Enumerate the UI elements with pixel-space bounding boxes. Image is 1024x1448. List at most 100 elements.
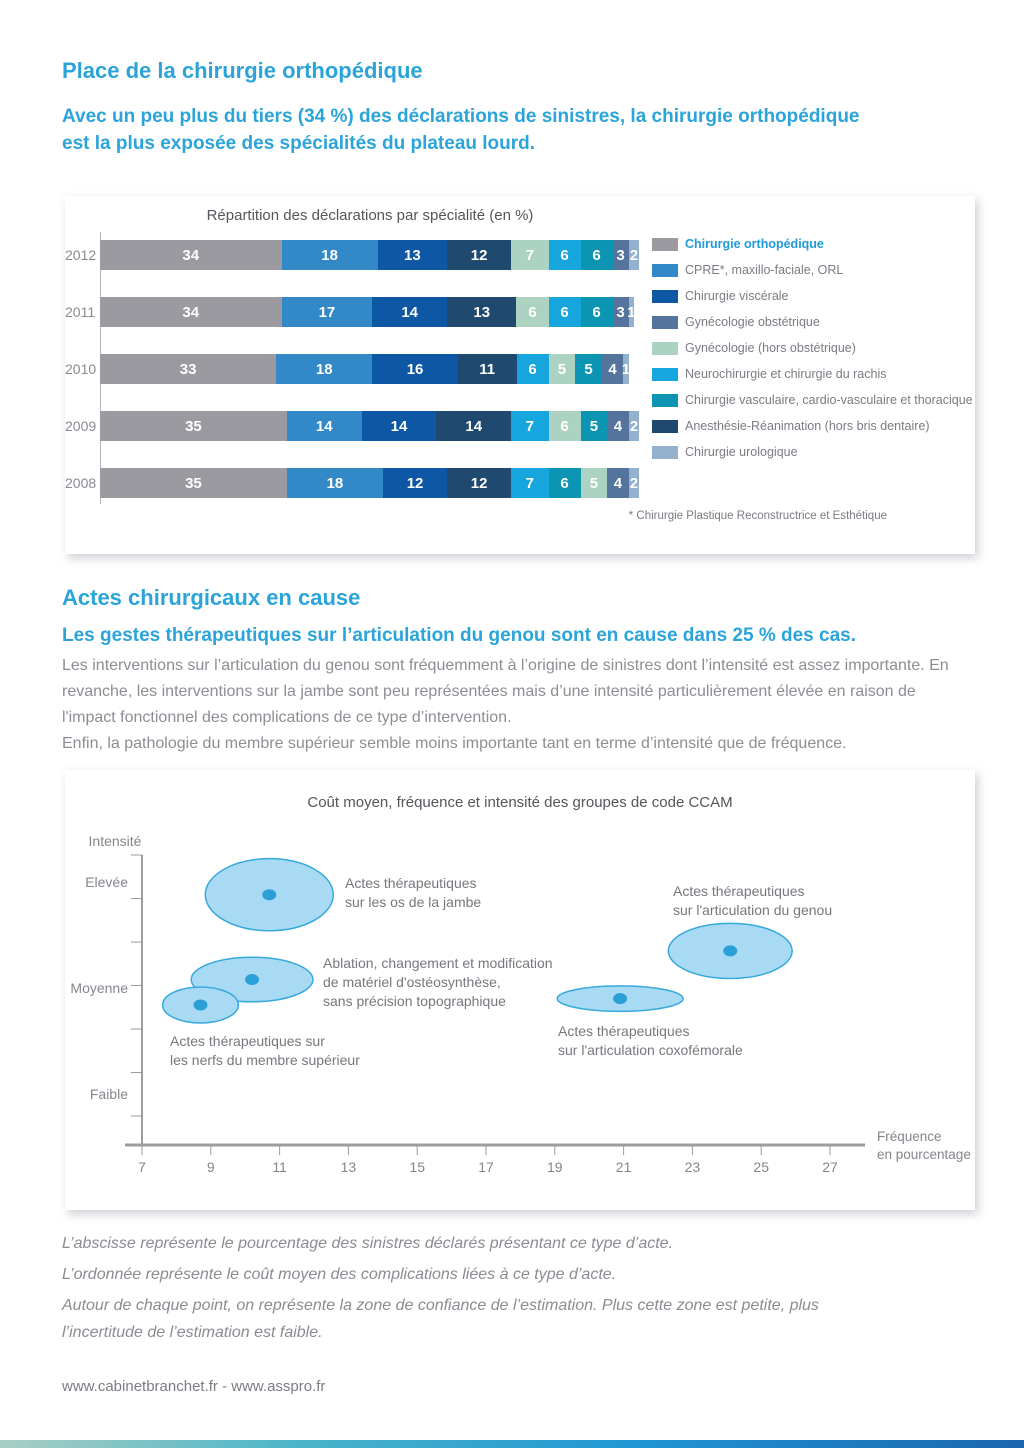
legend-label: Neurochirurgie et chirurgie du rachis bbox=[685, 367, 887, 381]
bar-track: 33 18 16 11 6 5 5 4 1 bbox=[100, 354, 630, 384]
legend-label: Gynécologie (hors obstétrique) bbox=[685, 341, 856, 355]
bar-segment-orthopedique: 35 bbox=[100, 411, 287, 441]
x-tick-label: 25 bbox=[753, 1159, 769, 1175]
bubble-label-os-jambe: Actes thérapeutiques sur les os de la jam… bbox=[345, 875, 481, 910]
x-tick-label: 11 bbox=[272, 1159, 287, 1175]
bar-year-label: 2012 bbox=[65, 247, 97, 263]
bar-track: 35 14 14 14 7 6 5 4 2 bbox=[100, 411, 640, 441]
bar-segment-viscerale: 14 bbox=[361, 411, 437, 441]
legend-label: Chirurgie vasculaire, cardio-vasculaire … bbox=[685, 393, 973, 407]
bar-year-label: 2009 bbox=[65, 418, 97, 434]
note-ordonnee: L’ordonnée représente le coût moyen des … bbox=[62, 1266, 617, 1283]
x-tick-label: 23 bbox=[685, 1159, 701, 1175]
bar-segment-vasculaire: 6 bbox=[580, 297, 613, 327]
bar-row-2011: 2011 34 17 14 13 6 6 6 3 1 bbox=[65, 297, 975, 327]
legend-label: CPRE*, maxillo-faciale, ORL bbox=[685, 263, 844, 277]
bar-segment-viscerale: 14 bbox=[372, 297, 448, 327]
intensity-axis-label: Intensité bbox=[89, 833, 142, 849]
bar-segment-anesthesie: 12 bbox=[447, 468, 512, 498]
bar-chart-title: Répartition des déclarations par spécial… bbox=[206, 207, 534, 224]
legend-label: Chirurgie viscérale bbox=[685, 289, 789, 303]
x-tick-label: 19 bbox=[547, 1159, 563, 1175]
bar-segment-gyneco_obstetrique: 3 bbox=[612, 240, 629, 270]
bar-segment-orthopedique: 35 bbox=[100, 468, 287, 498]
bar-segment-gyneco_obstetrique: 4 bbox=[607, 411, 629, 441]
bar-segment-urologique: 2 bbox=[628, 411, 640, 441]
section1-subtitle: Avec un peu plus du tiers (34 %) des déc… bbox=[62, 106, 860, 154]
bar-segment-vasculaire: 5 bbox=[575, 354, 602, 384]
x-tick-label: 17 bbox=[478, 1159, 494, 1175]
x-tick-label: 13 bbox=[341, 1159, 357, 1175]
frequency-axis-label: Fréquence bbox=[877, 1129, 942, 1144]
bottom-gradient-bar bbox=[0, 1440, 1024, 1448]
legend-item-orthopedique: Chirurgie orthopédique bbox=[652, 238, 973, 251]
bar-segment-anesthesie: 12 bbox=[447, 240, 512, 270]
bar-segment-orthopedique: 33 bbox=[100, 354, 277, 384]
bar-segment-cpre: 14 bbox=[286, 411, 362, 441]
bubble-label-coxofemorale: Actes thérapeutiques sur l'articulation c… bbox=[558, 1023, 743, 1058]
bar-row-2012: 2012 34 18 13 12 7 6 6 3 2 bbox=[65, 240, 975, 270]
bar-segment-viscerale: 16 bbox=[372, 354, 458, 384]
bar-row-2008: 2008 35 18 12 12 7 6 5 4 2 bbox=[65, 468, 975, 498]
bar-year-label: 2010 bbox=[65, 361, 97, 377]
bubble-chart-svg: 7 9 11 13 15 17 19 21 23 25 27 Fréquence en pourcent… bbox=[70, 833, 971, 1175]
bar-segment-viscerale: 13 bbox=[377, 240, 448, 270]
bubble-center-dot-nerfs-membre-superieur bbox=[193, 999, 208, 1011]
bar-chart-panel: Répartition des déclarations par spécial… bbox=[65, 196, 975, 554]
y-tick-label: Elevée bbox=[85, 874, 128, 890]
section2-title: Actes chirurgicaux en cause bbox=[62, 585, 361, 610]
legend-label: Gynécologie obstétrique bbox=[685, 315, 820, 329]
bar-year-label: 2008 bbox=[65, 475, 97, 491]
bubble-label-nerfs-membre-superieur: Actes thérapeutiques sur les nerfs du mem… bbox=[170, 1033, 360, 1068]
bar-segment-neurochirurgie: 7 bbox=[511, 468, 549, 498]
legend-swatch bbox=[652, 394, 678, 407]
legend-item-cpre: CPRE*, maxillo-faciale, ORL bbox=[652, 264, 973, 277]
bar-track: 35 18 12 12 7 6 5 4 2 bbox=[100, 468, 640, 498]
bar-segment-gyneco_hors_obstetrique: 7 bbox=[511, 240, 549, 270]
x-tick-label: 9 bbox=[207, 1159, 215, 1175]
body-paragraph-2: Enfin, la pathologie du membre supérieur… bbox=[62, 735, 847, 752]
bar-segment-urologique: 1 bbox=[627, 297, 635, 327]
bar-segment-vasculaire: 6 bbox=[548, 468, 581, 498]
bubble-center-dot-osteosynthese bbox=[245, 974, 260, 986]
legend-label: Anesthésie-Réanimation (hors bris dentai… bbox=[685, 419, 930, 433]
legend-item-neurochirurgie: Neurochirurgie et chirurgie du rachis bbox=[652, 368, 973, 381]
bar-segment-vasculaire: 5 bbox=[580, 411, 608, 441]
bar-segment-gyneco_obstetrique: 3 bbox=[612, 297, 629, 327]
legend-swatch bbox=[652, 420, 678, 433]
footer-links: www.cabinetbranchet.fr - www.asspro.fr bbox=[62, 1378, 326, 1395]
bar-segment-urologique: 2 bbox=[628, 240, 640, 270]
legend-swatch bbox=[652, 342, 678, 355]
x-tick-label: 27 bbox=[822, 1159, 838, 1175]
legend-label: Chirurgie urologique bbox=[685, 445, 798, 459]
bar-segment-urologique: 2 bbox=[628, 468, 640, 498]
bar-segment-gyneco_hors_obstetrique: 6 bbox=[548, 411, 581, 441]
y-tick-label: Faible bbox=[90, 1086, 128, 1102]
bubble-center-dot-os-jambe bbox=[262, 889, 277, 901]
bar-track: 34 17 14 13 6 6 6 3 1 bbox=[100, 297, 635, 327]
bar-row-2009: 2009 35 14 14 14 7 6 5 4 2 bbox=[65, 411, 975, 441]
bar-segment-neurochirurgie: 6 bbox=[516, 354, 549, 384]
legend-swatch bbox=[652, 264, 678, 277]
note-abscisse: L’abscisse représente le pourcentage des… bbox=[62, 1235, 674, 1252]
bar-segment-cpre: 18 bbox=[281, 240, 378, 270]
frequency-axis-label: en pourcentage bbox=[877, 1147, 971, 1162]
legend-item-gyneco_hors_obstetrique: Gynécologie (hors obstétrique) bbox=[652, 342, 973, 355]
bar-segment-neurochirurgie: 6 bbox=[548, 240, 581, 270]
bar-segment-neurochirurgie: 7 bbox=[511, 411, 549, 441]
bar-segment-viscerale: 12 bbox=[383, 468, 448, 498]
body-paragraph-1: Les interventions sur l’articulation du … bbox=[62, 657, 949, 726]
legend-item-gyneco_obstetrique: Gynécologie obstétrique bbox=[652, 316, 973, 329]
bubble-chart-title: Coût moyen, fréquence et intensité des g… bbox=[307, 794, 733, 811]
bar-segment-cpre: 17 bbox=[281, 297, 373, 327]
x-tick-label: 21 bbox=[616, 1159, 632, 1175]
bar-segment-cpre: 18 bbox=[276, 354, 373, 384]
bar-track: 34 18 13 12 7 6 6 3 2 bbox=[100, 240, 640, 270]
bar-segment-vasculaire: 6 bbox=[580, 240, 613, 270]
bar-segment-anesthesie: 14 bbox=[436, 411, 512, 441]
legend-item-anesthesie: Anesthésie-Réanimation (hors bris dentai… bbox=[652, 420, 973, 433]
bubble-center-dot-genou bbox=[723, 945, 738, 957]
bar-segment-cpre: 18 bbox=[286, 468, 383, 498]
bubble-label-genou: Actes thérapeutiques sur l'articulation d… bbox=[673, 883, 832, 918]
